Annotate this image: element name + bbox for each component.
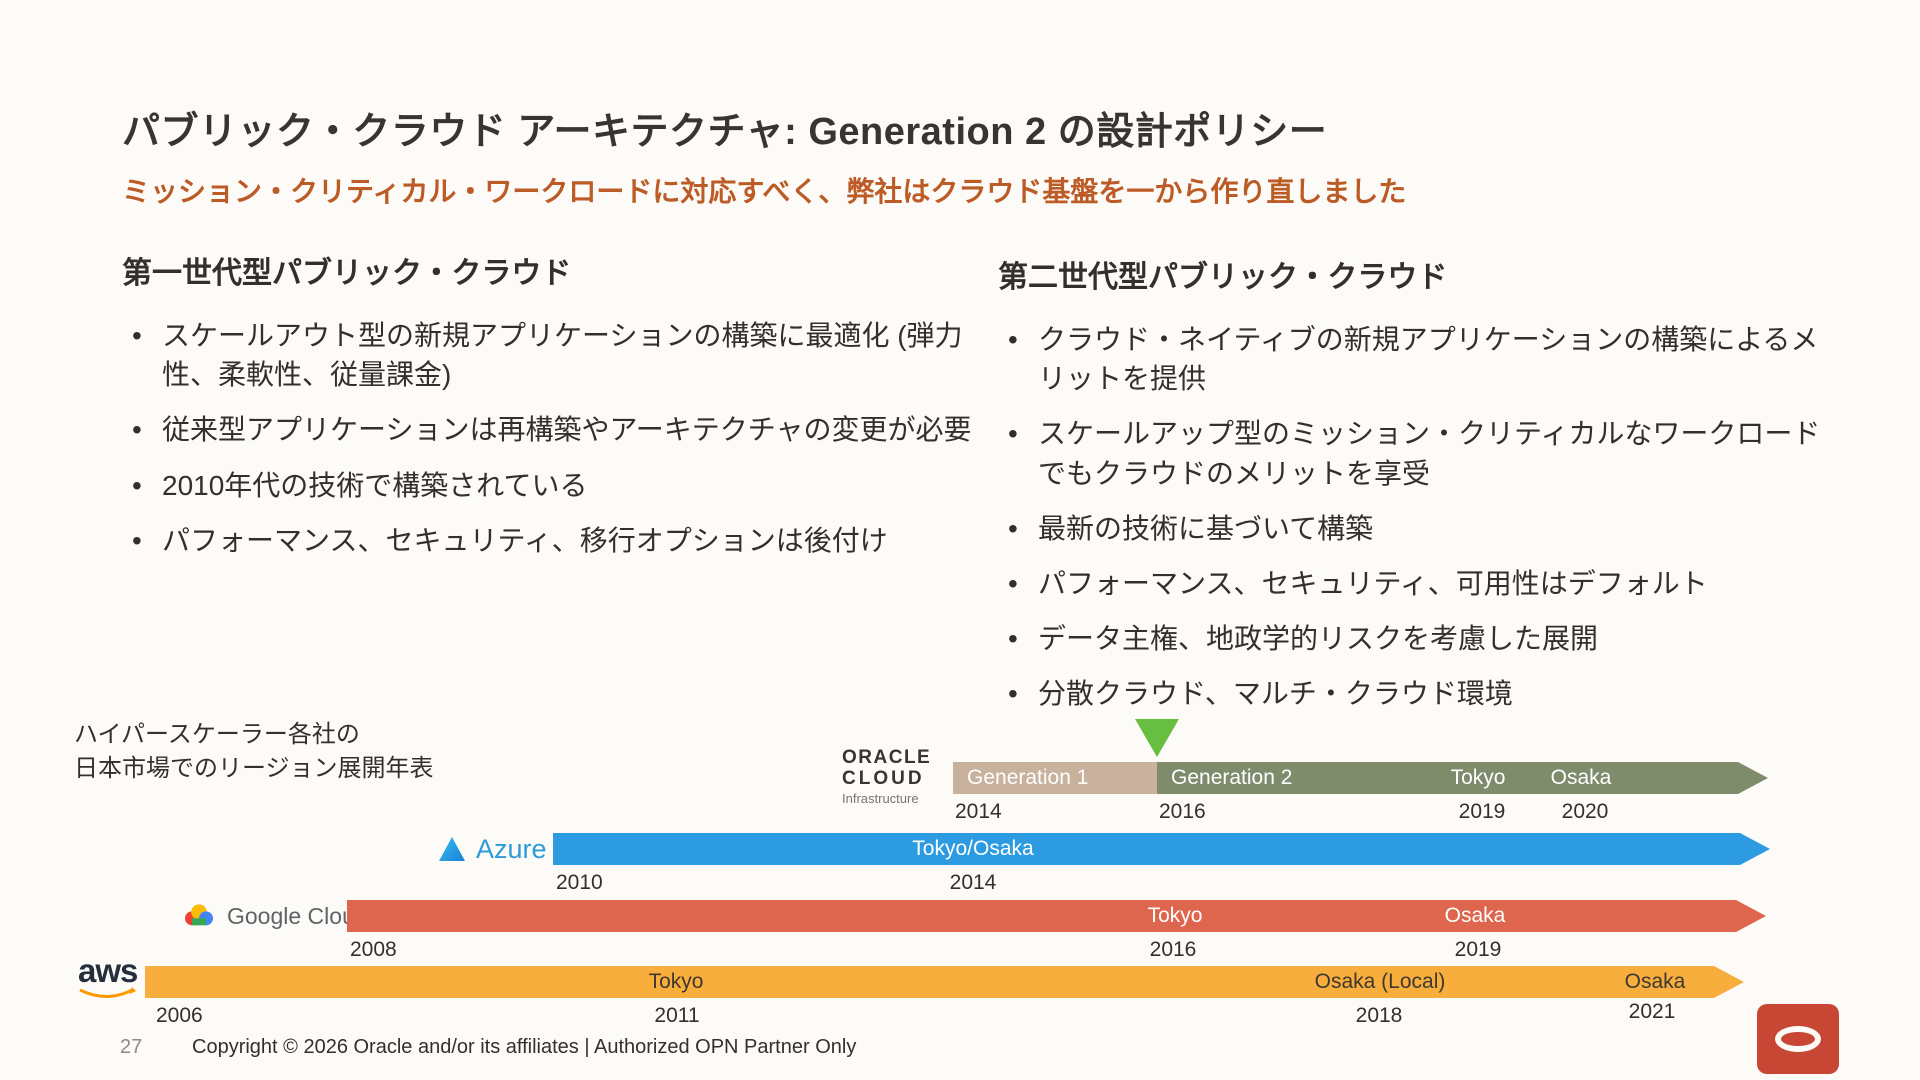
timeline-caption: ハイパースケーラー各社の 日本市場でのリージョン展開年表 — [74, 718, 434, 786]
generation1-column: 第一世代型パブリック・クラウド スケールアウト型の新規アプリケーションの構築に最… — [122, 248, 982, 576]
google-cloud-icon — [185, 904, 213, 926]
list-item: データ主権、地政学的リスクを考慮した展開 — [998, 619, 1828, 658]
aws-smile-icon — [79, 987, 136, 998]
page-subtitle: ミッション・クリティカル・ワークロードに対応すべく、弊社はクラウド基盤を一から作… — [122, 176, 1407, 207]
google-arrow-icon — [1736, 900, 1766, 932]
generation2-heading: 第二世代型パブリック・クラウド — [998, 261, 1448, 294]
oci-logo-oracle-text: ORACLE — [842, 747, 932, 768]
year-label: 2006 — [156, 1004, 203, 1027]
aws-arrow-icon — [1714, 966, 1744, 998]
oci-arrow-icon — [1738, 762, 1768, 794]
google-cloud-bar: Tokyo Osaka — [347, 900, 1736, 932]
year-label: 2014 — [949, 871, 997, 894]
azure-arrow-icon — [1740, 833, 1770, 865]
oracle-o-icon — [1775, 1026, 1821, 1052]
bar-label: Generation 2 — [1171, 766, 1293, 789]
oracle-cloud-infrastructure-logo: ORACLE CLOUD Infrastructure — [842, 748, 931, 805]
year-label: 2018 — [1355, 1004, 1403, 1027]
google-cloud-logo-text: Google Cloud — [227, 902, 368, 929]
oci-generation2-bar: Generation 2 Tokyo Osaka — [1157, 762, 1738, 794]
google-cloud-logo: Google Cloud — [180, 900, 368, 932]
aws-bar: Tokyo Osaka (Local) Osaka — [145, 966, 1714, 998]
oracle-logo — [1757, 1004, 1839, 1074]
oci-logo-infrastructure-text: Infrastructure — [842, 791, 919, 806]
timeline-caption-line1: ハイパースケーラー各社の — [74, 721, 360, 748]
year-label: 2021 — [1628, 1000, 1676, 1023]
list-item: 従来型アプリケーションは再構築やアーキテクチャの変更が必要 — [122, 410, 982, 449]
generation2-column: 第二世代型パブリック・クラウド クラウド・ネイティブの新規アプリケーションの構築… — [998, 252, 1828, 730]
list-item: 最新の技術に基づいて構築 — [998, 509, 1828, 548]
list-item: スケールアップ型のミッション・クリティカルなワークロードでもクラウドのメリットを… — [998, 414, 1828, 492]
timeline-caption-line2: 日本市場でのリージョン展開年表 — [74, 755, 434, 783]
azure-logo: Azure — [437, 833, 547, 865]
bar-label: Osaka — [1444, 904, 1506, 927]
generation2-bullet-list: クラウド・ネイティブの新規アプリケーションの構築によるメリットを提供 スケールア… — [998, 320, 1828, 714]
list-item: パフォーマンス、セキュリティ、移行オプションは後付け — [122, 521, 982, 560]
year-label: 2010 — [556, 871, 603, 894]
oci-logo-cloud-text: CLOUD — [842, 768, 925, 789]
bar-label: Osaka — [1550, 766, 1612, 789]
bar-label: Tokyo — [1450, 766, 1506, 789]
list-item: 分散クラウド、マルチ・クラウド環境 — [998, 674, 1828, 713]
generation1-heading: 第一世代型パブリック・クラウド — [122, 257, 572, 290]
generation1-bullet-list: スケールアウト型の新規アプリケーションの構築に最適化 (弾力性、柔軟性、従量課金… — [122, 316, 982, 560]
oci-generation1-bar: Generation 1 — [953, 762, 1157, 794]
list-item: パフォーマンス、セキュリティ、可用性はデフォルト — [998, 564, 1828, 603]
page-number: 27 — [120, 1036, 143, 1058]
list-item: クラウド・ネイティブの新規アプリケーションの構築によるメリットを提供 — [998, 320, 1828, 398]
bar-label: Generation 1 — [967, 766, 1089, 789]
year-label: 2019 — [1454, 938, 1502, 961]
aws-logo-text: aws — [78, 952, 138, 989]
copyright-text: Copyright © 2026 Oracle and/or its affil… — [192, 1036, 857, 1058]
year-label: 2019 — [1458, 800, 1506, 823]
bar-label: Osaka — [1624, 970, 1686, 993]
list-item: 2010年代の技術で構築されている — [122, 466, 982, 505]
year-label: 2016 — [1149, 938, 1197, 961]
page-title: パブリック・クラウド アーキテクチャ: Generation 2 の設計ポリシー — [122, 111, 1328, 153]
year-label: 2020 — [1561, 800, 1609, 823]
generation2-start-marker-icon — [1135, 719, 1179, 757]
bar-label: Osaka (Local) — [1314, 970, 1446, 993]
bar-label: Tokyo — [648, 970, 704, 993]
year-label: 2016 — [1159, 800, 1206, 823]
aws-logo: aws — [78, 952, 138, 1006]
year-label: 2011 — [654, 1004, 700, 1027]
azure-bar: Tokyo/Osaka — [553, 833, 1740, 865]
year-label: 2008 — [350, 938, 397, 961]
azure-logo-text: Azure — [476, 833, 547, 864]
list-item: スケールアウト型の新規アプリケーションの構築に最適化 (弾力性、柔軟性、従量課金… — [122, 316, 982, 394]
azure-icon — [439, 837, 465, 861]
year-label: 2014 — [955, 800, 1002, 823]
bar-label: Tokyo — [1147, 904, 1203, 927]
bar-label: Tokyo/Osaka — [912, 837, 1034, 860]
